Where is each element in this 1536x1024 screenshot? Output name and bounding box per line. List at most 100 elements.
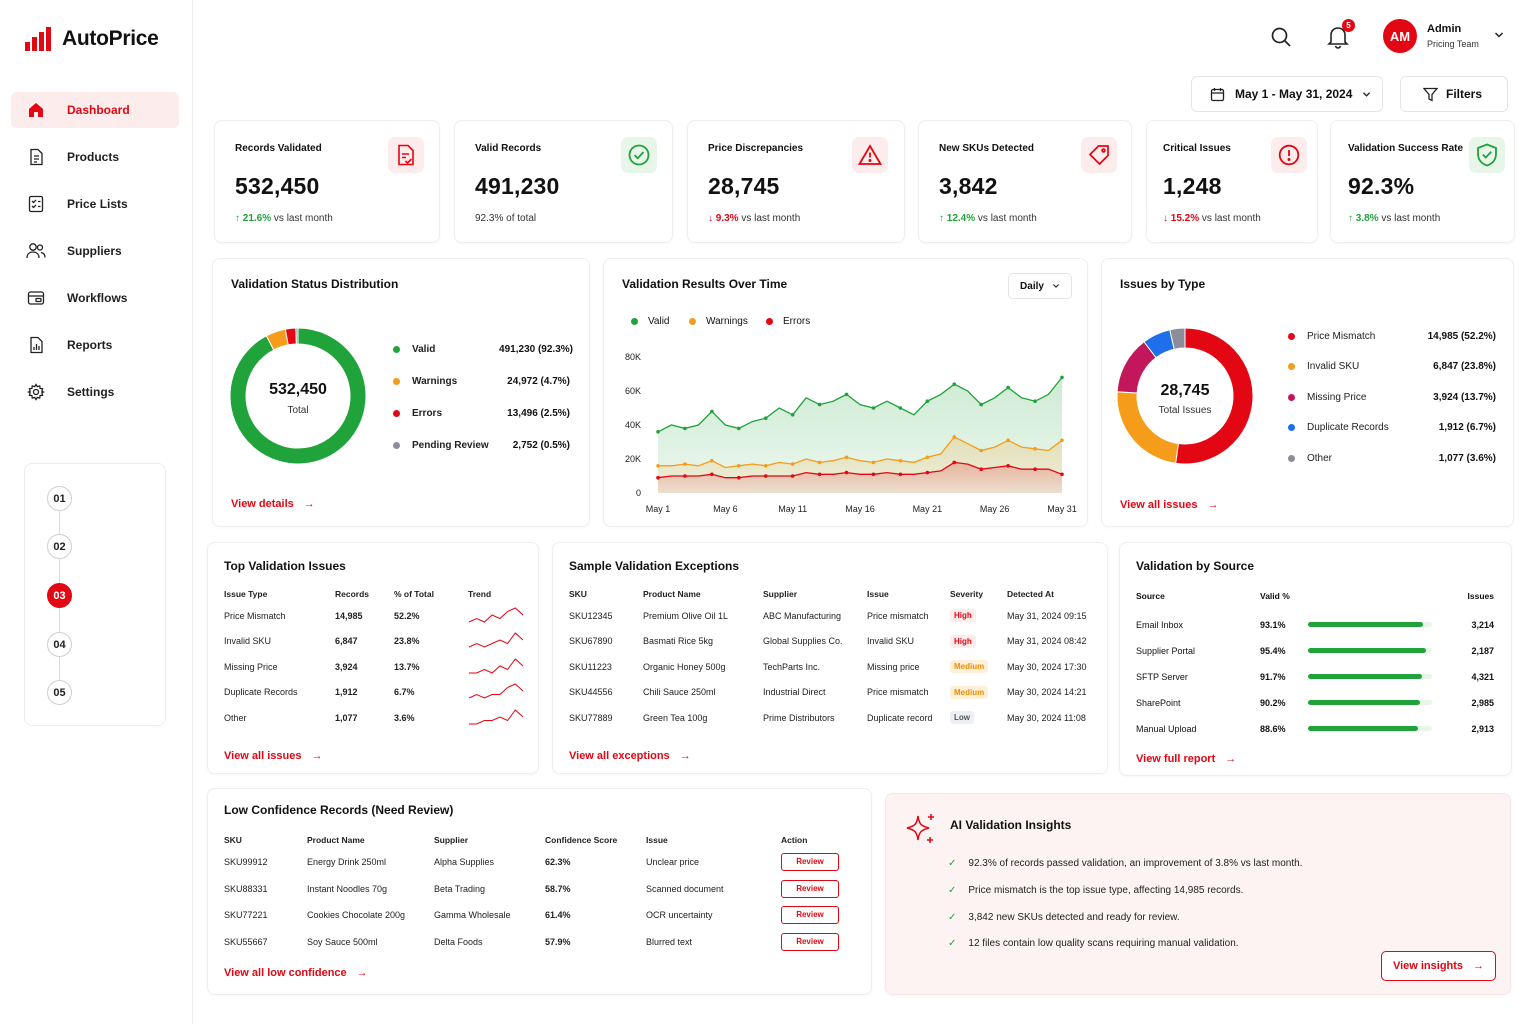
bell-icon[interactable] [1327,25,1349,49]
table-row[interactable]: SKU55667 Soy Sauce 500ml Delta Foods 57.9% B… [224,929,844,956]
donut-slice[interactable] [1169,327,1186,350]
review-button[interactable]: Review [781,906,839,925]
chevron-down-icon[interactable] [1494,31,1504,39]
data-point[interactable] [1033,467,1037,471]
step-03[interactable]: 03 [47,583,72,608]
data-point[interactable] [871,472,876,477]
table-row[interactable]: SKU44556 Chili Sauce 250ml Industrial Dire… [569,680,1099,706]
sidebar-item-suppliers[interactable]: Suppliers [11,233,179,269]
data-point[interactable] [737,464,741,468]
data-point[interactable] [683,462,687,466]
sidebar-item-price-lists[interactable]: Price Lists [11,186,179,222]
data-point[interactable] [952,435,957,439]
kpi-card-critical-issues[interactable]: Critical Issues 1,248 ↓ 15.2% vs last mo… [1146,120,1318,243]
data-point[interactable] [656,475,660,480]
sidebar-item-workflows[interactable]: Workflows [11,280,179,316]
data-point[interactable] [656,430,660,434]
data-point[interactable] [871,460,876,465]
data-point[interactable] [790,462,795,466]
data-point[interactable] [1033,447,1037,451]
table-row[interactable]: SKU88331 Instant Noodles 70g Beta Trading 5… [224,876,844,903]
table-row[interactable]: Other 1,077 3.6% [224,705,524,731]
app-logo[interactable]: AutoPrice [24,26,159,52]
data-point[interactable] [979,402,983,407]
data-point[interactable] [898,472,903,477]
view-insights-button[interactable]: View insights → [1381,951,1496,981]
data-point[interactable] [737,475,741,480]
data-point[interactable] [925,399,930,403]
kpi-card-records-validated[interactable]: Records Validated 532,450 ↑ 21.6% vs las… [214,120,440,243]
data-point[interactable] [817,472,822,477]
table-row[interactable]: SKU99912 Energy Drink 250ml Alpha Supplies… [224,849,844,876]
table-row[interactable]: SKU12345 Premium Olive Oil 1L ABC Manufact… [569,603,1099,629]
review-button[interactable]: Review [781,879,839,898]
data-point[interactable] [817,460,822,465]
view-all-exceptions-link[interactable]: View all exceptions → [569,750,691,762]
data-point[interactable] [979,448,983,453]
data-point[interactable] [844,392,849,397]
data-point[interactable] [763,464,768,468]
step-01[interactable]: 01 [47,486,72,511]
data-point[interactable] [710,472,714,477]
donut-slice[interactable] [1116,391,1179,464]
data-point[interactable] [737,426,741,431]
view-all-issues-link[interactable]: View all issues → [224,750,323,762]
data-point[interactable] [817,402,822,407]
view-details-link[interactable]: View details → [231,498,315,510]
data-point[interactable] [1006,438,1010,443]
data-point[interactable] [898,406,903,410]
review-button[interactable]: Review [781,853,839,872]
table-row[interactable]: SKU11223 Organic Honey 500g TechParts Inc.… [569,654,1099,680]
data-point[interactable] [1033,399,1037,403]
data-point[interactable] [683,426,687,431]
step-02[interactable]: 02 [47,534,72,559]
table-row[interactable]: Duplicate Records 1,912 6.7% [224,680,524,706]
data-point[interactable] [790,474,795,478]
data-point[interactable] [710,458,714,463]
data-point[interactable] [763,474,768,478]
review-button[interactable]: Review [781,932,839,951]
sidebar-item-reports[interactable]: Reports [11,327,179,363]
data-point[interactable] [1060,472,1064,477]
data-point[interactable] [925,455,930,460]
kpi-card-new-skus[interactable]: New SKUs Detected 3,842 ↑ 12.4% vs last … [918,120,1132,243]
kpi-card-valid-records[interactable]: Valid Records 491,230 92.3% of total [454,120,673,243]
data-point[interactable] [844,470,849,475]
donut-slice[interactable] [295,327,299,345]
granularity-select[interactable]: Daily [1008,273,1072,299]
data-point[interactable] [683,474,687,478]
view-full-report-link[interactable]: View full report → [1136,753,1237,765]
data-point[interactable] [1006,385,1010,390]
data-point[interactable] [871,406,876,410]
date-range-picker[interactable]: May 1 - May 31, 2024 [1191,76,1383,112]
data-point[interactable] [952,382,957,386]
data-point[interactable] [844,455,849,460]
table-row[interactable]: Missing Price 3,924 13.7% [224,654,524,680]
view-all-issues-link[interactable]: View all issues → [1120,499,1219,511]
filters-button[interactable]: Filters [1400,76,1508,112]
data-point[interactable] [790,413,795,417]
data-point[interactable] [1060,438,1064,443]
sidebar-item-settings[interactable]: Settings [11,374,179,410]
table-row[interactable]: SKU77221 Cookies Chocolate 200g Gamma Whol… [224,902,844,929]
data-point[interactable] [710,409,714,414]
data-point[interactable] [1006,464,1010,468]
donut-slice[interactable] [229,327,367,465]
table-row[interactable]: Price Mismatch 14,985 52.2% [224,603,524,629]
data-point[interactable] [656,464,660,468]
avatar[interactable]: AM [1383,19,1417,53]
search-icon[interactable] [1270,26,1292,48]
data-point[interactable] [925,470,930,475]
data-point[interactable] [952,460,957,465]
data-point[interactable] [1060,375,1064,380]
donut-slice[interactable] [1175,327,1254,465]
sidebar-item-dashboard[interactable]: Dashboard [11,92,179,128]
data-point[interactable] [898,458,903,463]
kpi-card-price-discrepancies[interactable]: Price Discrepancies 28,745 ↓ 9.3% vs las… [687,120,905,243]
data-point[interactable] [979,467,983,471]
table-row[interactable]: SKU77889 Green Tea 100g Prime Distributors… [569,705,1099,731]
step-05[interactable]: 05 [47,680,72,705]
data-point[interactable] [763,416,768,420]
step-04[interactable]: 04 [47,632,72,657]
table-row[interactable]: Invalid SKU 6,847 23.8% [224,629,524,655]
